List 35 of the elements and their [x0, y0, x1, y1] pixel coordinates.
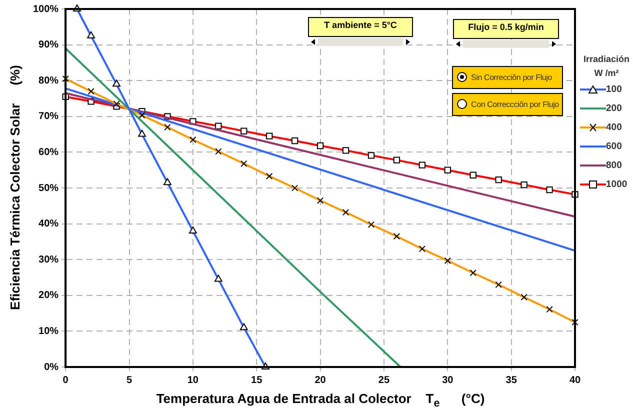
- annotation: Sin Correcciôn por Flujo: [471, 73, 552, 82]
- x-tick-label: 20: [314, 374, 326, 386]
- x-tick-label: 10: [187, 374, 199, 386]
- x-tick-label: 0: [62, 374, 69, 386]
- y-tick-label: 100%: [33, 4, 59, 15]
- annotation: Con Correccciôn por Flujo: [471, 100, 559, 109]
- text-field: T ambiente = 5°C: [308, 17, 413, 37]
- y-tick-label: 70%: [38, 111, 59, 122]
- x-tick-label: 35: [506, 374, 518, 386]
- y-tick-label: 50%: [38, 182, 59, 194]
- legend-label: 100: [606, 84, 622, 95]
- legend-label: 800: [606, 160, 622, 171]
- y-tick-label: 40%: [38, 218, 59, 230]
- y-tick-label: 0%: [44, 362, 59, 373]
- x-tick-label: 40: [569, 374, 581, 386]
- legend-title: Irradiación W /m²: [582, 53, 630, 80]
- y-tick-label: 80%: [38, 75, 59, 86]
- y-tick-label: 60%: [38, 146, 59, 158]
- y-tick-label: 30%: [38, 254, 59, 266]
- legend-label: 600: [606, 141, 622, 152]
- x-tick-label: 30: [442, 374, 454, 386]
- radio-button: Con Correccciôn por Flujo: [452, 93, 563, 116]
- y-tick-label: 20%: [38, 290, 59, 302]
- legend-label: 400: [606, 122, 622, 133]
- radio-button: Sin Correcciôn por Flujo: [452, 66, 563, 89]
- y-tick-label: 10%: [38, 326, 59, 337]
- x-tick-label: 15: [251, 374, 263, 386]
- y-axis-title: Eficiencia Térmica Colector Solar (%): [8, 64, 22, 312]
- legend-label: 200: [606, 103, 622, 114]
- x-tick-label: 5: [126, 374, 132, 386]
- text: Temperatura Agua de Entrada al Colector T$_{e}$ (°C): [156, 391, 485, 410]
- legend-label: 1000: [606, 179, 628, 190]
- x-tick-label: 25: [378, 374, 390, 386]
- text-field: Flujo = 0.5 kg/min: [453, 19, 559, 39]
- y-tick-label: 90%: [38, 40, 59, 51]
